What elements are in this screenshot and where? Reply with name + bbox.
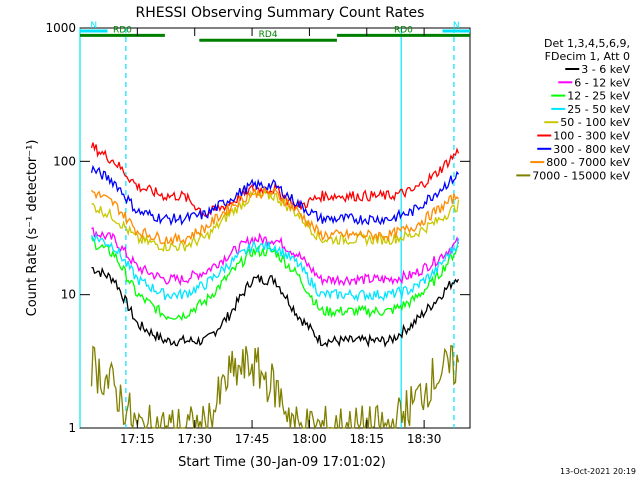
x-tick-label-5: 18:30 [407,432,442,446]
band-label-1: N [453,21,460,31]
legend-entry-5: 100 - 300 keV [553,130,630,143]
legend-entry-0: 3 - 6 keV [581,63,630,76]
legend-entry-4: 50 - 100 keV [560,116,630,129]
footer-timestamp: 13-Oct-2021 20:19 [560,467,636,476]
legend-entry-3: 25 - 50 keV [567,103,630,116]
series-line-5 [90,142,460,217]
legend-entry-6: 300 - 800 keV [553,143,630,156]
y-tick-label-0: 1 [68,421,76,435]
series-line-1 [91,226,460,287]
legend: Det 1,3,4,5,6,9,FDecim 1, Att 03 - 6 keV… [516,37,630,182]
legend-entry-8: 7000 - 15000 keV [532,169,630,182]
y-tick-label-1: 10 [61,288,76,302]
x-tick-label-1: 17:30 [177,432,212,446]
legend-entry-7: 800 - 7000 keV [546,156,630,169]
series-line-4 [91,189,460,253]
legend-entry-1: 6 - 12 keV [574,76,630,89]
chart-title: RHESSI Observing Summary Count Rates [136,5,425,21]
y-tick-label-2: 100 [53,154,76,168]
x-axis-label: Start Time (30-Jan-09 17:01:02) [178,455,386,470]
series-line-0 [91,266,460,348]
x-tick-label-3: 18:00 [292,432,327,446]
band-label-2: RD0 [113,25,132,35]
series-line-8 [90,344,460,431]
series-line-2 [90,237,459,322]
y-axis-label: Count Rate (s⁻¹ detector⁻¹) [25,140,40,317]
band-label-4: RD4 [259,30,278,40]
x-tick-label-0: 17:15 [120,432,155,446]
x-tick-label-4: 18:15 [349,432,384,446]
annotation-bands: N N RD0 RD0 RD4 [80,21,470,42]
axis-ticks: 1 10 100 1000 17:15 17:30 17:45 18:00 18:15 18:30 [45,21,470,446]
series-line-3 [90,232,460,303]
legend-entry-2: 12 - 25 keV [567,90,630,103]
band-label-0: N [90,21,97,31]
legend-header-0: Det 1,3,4,5,6,9, [544,37,630,50]
x-tick-label-2: 17:45 [235,432,270,446]
legend-header-1: FDecim 1, Att 0 [545,50,630,63]
series-line-6 [90,164,460,227]
band-label-3: RD0 [394,25,413,35]
y-tick-label-3: 1000 [45,21,76,35]
series-lines [90,142,460,431]
series-line-7 [91,185,460,246]
